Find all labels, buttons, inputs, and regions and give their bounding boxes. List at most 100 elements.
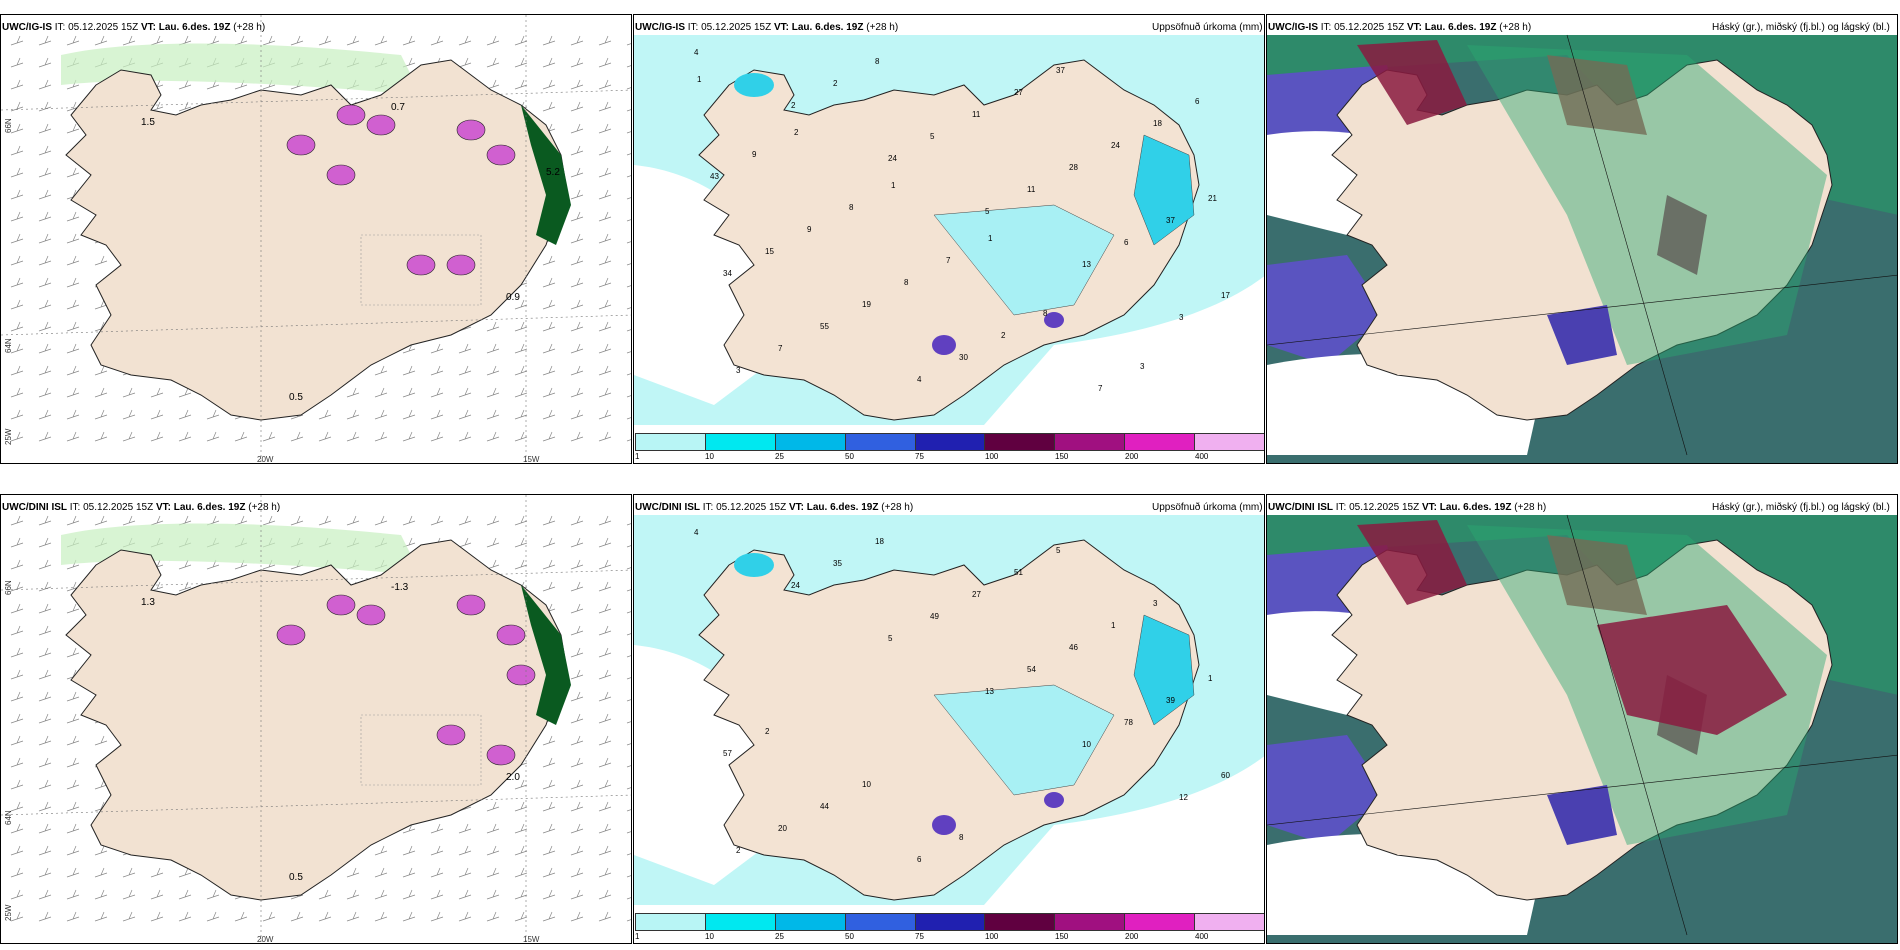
wind-barb	[626, 87, 631, 90]
hatched-region	[360, 714, 482, 786]
wind-barb	[598, 167, 612, 178]
wind-gust-patch	[506, 664, 536, 686]
wind-shading	[61, 523, 421, 575]
wind-barb	[570, 35, 584, 46]
wind-barb	[514, 801, 528, 812]
wind-barb	[570, 823, 584, 834]
wind-barb	[178, 559, 192, 570]
wind-barb	[626, 175, 631, 178]
wind-barb	[458, 515, 472, 526]
wind-barb	[514, 515, 528, 526]
mid-cloud-area	[1267, 255, 1387, 365]
wind-barb	[10, 559, 24, 570]
wind-barb	[458, 845, 472, 856]
precip-map-panel-row2: 4 24 5 13 10 12 2 35 49 54 78 60 20 18 27 46 39 57 44 6 51 1 1…	[633, 494, 1265, 944]
wind-barb	[262, 515, 276, 526]
wind-barb	[374, 845, 388, 856]
wind-barb	[262, 911, 276, 922]
panel-header: UWC/DINI ISL IT: 05.12.2025 15Z VT: Lau.…	[2, 502, 281, 513]
wind-barb	[346, 911, 360, 922]
wind-barb	[94, 845, 108, 856]
wind-barb	[318, 911, 332, 922]
precip-value: 8	[1043, 309, 1048, 318]
precip-value: 60	[1221, 771, 1230, 780]
wind-barb	[402, 911, 416, 922]
wind-value-label: 0.7	[391, 102, 405, 113]
wind-barb	[66, 735, 80, 746]
wind-barb	[38, 735, 52, 746]
wind-barb	[94, 431, 108, 442]
wind-barb	[150, 889, 164, 900]
wind-barb	[178, 409, 192, 420]
wind-barb	[178, 79, 192, 90]
wind-barb	[10, 255, 24, 266]
wind-barb	[486, 845, 500, 856]
wind-barb	[542, 365, 556, 376]
wind-barb	[10, 145, 24, 156]
wind-barb	[346, 515, 360, 526]
wind-barb	[94, 387, 108, 398]
wind-barb	[38, 343, 52, 354]
wind-barb	[374, 409, 388, 420]
precip-area	[933, 204, 1115, 316]
precip-value: 13	[985, 687, 994, 696]
precip-value: 51	[1014, 568, 1023, 577]
wind-barb	[374, 431, 388, 442]
mid-cloud-area	[1267, 735, 1387, 845]
high-cloud-area	[1657, 195, 1707, 275]
wind-barb	[402, 889, 416, 900]
precip-value: 13	[1082, 260, 1091, 269]
wind-barb	[542, 823, 556, 834]
wind-barb	[570, 79, 584, 90]
wind-barb	[38, 189, 52, 200]
colorbar-tick-label: 50	[845, 932, 854, 941]
wind-barb	[38, 625, 52, 636]
lon-label: 15W	[523, 935, 540, 944]
wind-barb	[598, 603, 612, 614]
wind-barb	[570, 911, 584, 922]
wind-barb	[542, 101, 556, 112]
precip-map-panel-row1: 4 2 24 5 13 3 3 2 5 11 6 17 7 8 11 28 37 34 55 4 27 24 21 15 19 3…	[633, 14, 1265, 464]
wind-barb	[598, 713, 612, 724]
wind-map-panel-row1: 1.5 0.7 0.9 0.5 5.2 66N 64N 25W 20W 15W	[0, 14, 632, 464]
wind-barb	[514, 387, 528, 398]
precip-value: 24	[791, 581, 800, 590]
wind-barb	[486, 431, 500, 442]
wind-barb	[542, 537, 556, 548]
colorbar-segment	[1195, 434, 1264, 450]
precip-value: 1	[1111, 621, 1116, 630]
wind-barb	[10, 669, 24, 680]
colorbar-segment	[636, 914, 706, 930]
wind-barb	[318, 409, 332, 420]
precip-map-row1: 4224513332511617781128373455427242115193…	[634, 35, 1264, 425]
colorbar-ticks-row1: 1 10 25 50 75 100 150 200 400	[633, 452, 1265, 464]
wind-barb	[38, 603, 52, 614]
wind-barb	[290, 35, 304, 46]
wind-barb	[514, 35, 528, 46]
wind-barb	[38, 277, 52, 288]
wind-barb	[318, 431, 332, 442]
wind-barb	[542, 757, 556, 768]
wind-barb	[598, 277, 612, 288]
wind-barb	[598, 735, 612, 746]
wind-gust-patch	[456, 594, 486, 616]
wind-barb	[94, 35, 108, 46]
wind-barb	[38, 211, 52, 222]
cloud-map-panel-row2	[1266, 494, 1898, 944]
wind-barb	[178, 911, 192, 922]
wind-barb	[542, 515, 556, 526]
wind-barb	[570, 211, 584, 222]
wind-barb	[402, 867, 416, 878]
wind-barb	[626, 523, 631, 526]
wind-barb	[262, 35, 276, 46]
precip-value: 12	[1179, 793, 1188, 802]
wind-barb	[598, 233, 612, 244]
wind-barb	[542, 299, 556, 310]
wind-barb	[38, 779, 52, 790]
wind-barb	[486, 35, 500, 46]
wind-barb	[178, 889, 192, 900]
wind-gust-patch	[406, 254, 436, 276]
wind-barb	[626, 417, 631, 420]
wind-barb	[10, 167, 24, 178]
colorbar-segment	[915, 914, 986, 930]
